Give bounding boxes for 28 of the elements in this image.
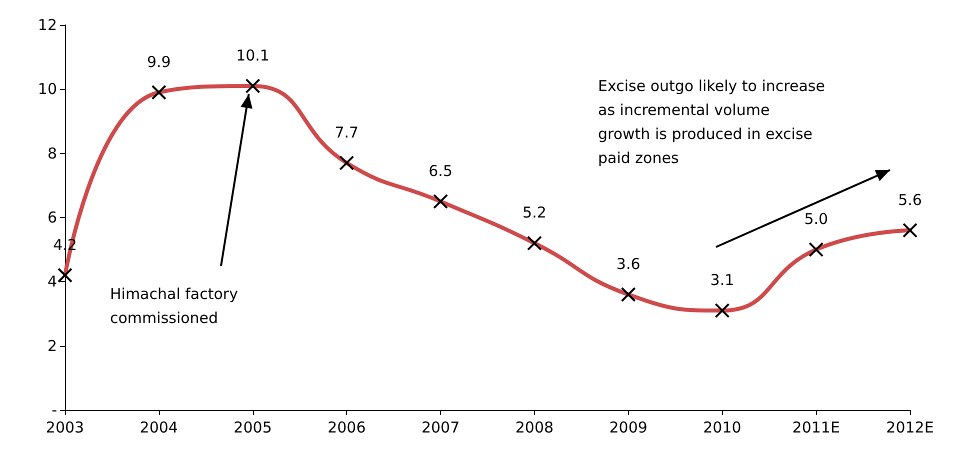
data-label: 10.1 (236, 46, 270, 64)
annotation: Excise outgo likely to increase as incremental volume growth is produced in excise paid zones (598, 77, 825, 167)
data-label: 3.6 (616, 255, 640, 273)
data-label: 5.2 (522, 204, 546, 222)
data-label: 3.1 (710, 271, 734, 290)
x-tick-label: 2003 (46, 418, 84, 436)
y-tick-label: - (52, 401, 57, 419)
y-tick-label: 2 (47, 336, 57, 355)
x-tick-label: 2004 (140, 418, 178, 436)
y-tick-label: 12 (38, 16, 57, 34)
x-tick-label: 2011E (792, 418, 840, 436)
x-tick-label: 2010 (703, 418, 742, 436)
x-tick-label: 2009 (609, 418, 648, 436)
data-label: 7.7 (334, 123, 359, 142)
data-label: 9.9 (146, 52, 171, 71)
x-tick-label: 2005 (234, 418, 272, 436)
data-label: 5.0 (804, 210, 828, 228)
x-tick-label: 2007 (421, 418, 460, 436)
annotation: Himachal factory commissioned (110, 285, 238, 327)
data-label: 5.6 (898, 190, 922, 209)
x-tick-label: 2012E (886, 418, 934, 436)
x-tick-label: 2008 (515, 418, 554, 436)
y-tick-label: 8 (47, 144, 57, 162)
y-tick-label: 6 (47, 208, 57, 226)
x-tick-label: 2006 (328, 418, 366, 436)
data-label: 6.5 (428, 162, 452, 180)
y-tick-label: 10 (38, 80, 57, 98)
y-tick-label: 4 (47, 272, 57, 291)
